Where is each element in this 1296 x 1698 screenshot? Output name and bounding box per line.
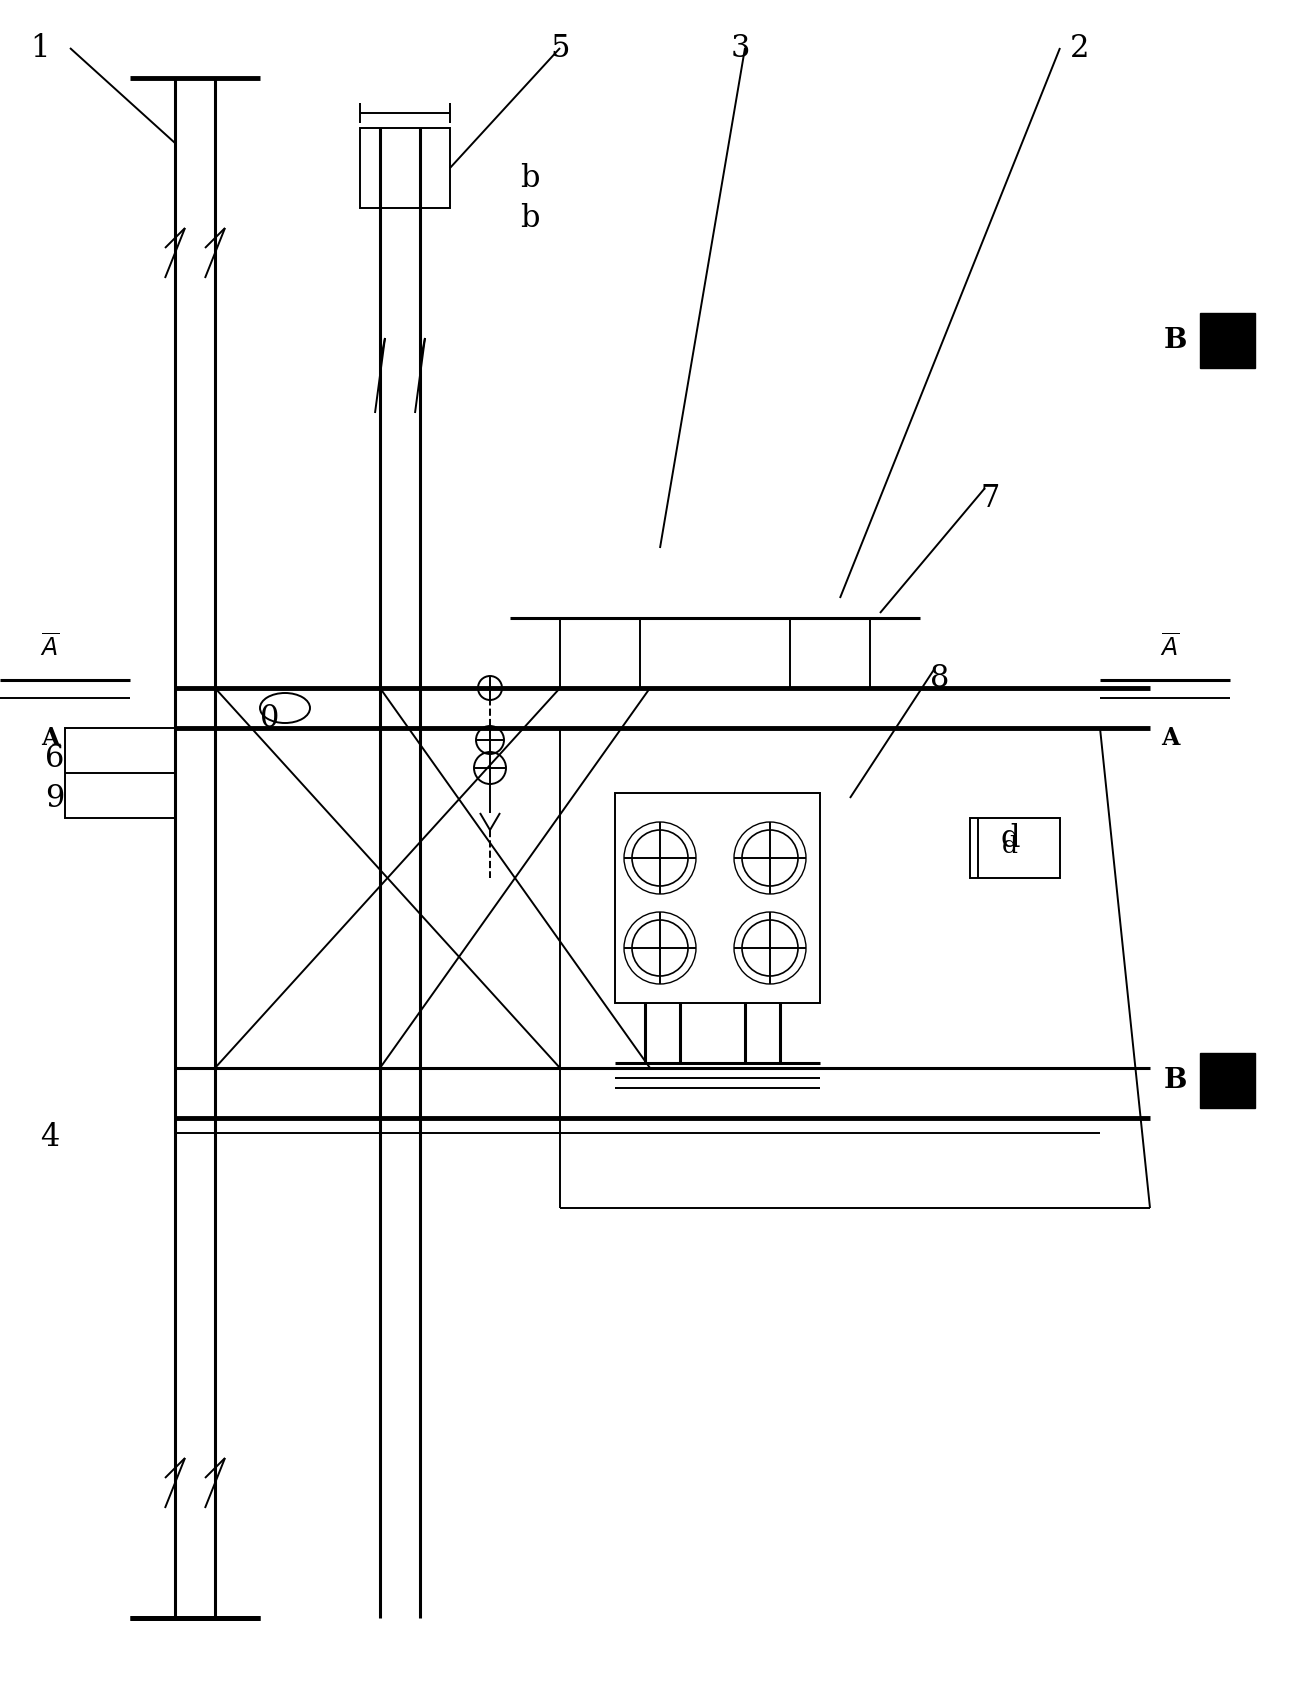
Text: B: B	[1164, 326, 1187, 353]
Text: 7: 7	[980, 482, 999, 513]
Text: 3: 3	[730, 32, 750, 63]
Text: B: B	[1164, 1066, 1187, 1094]
Text: $\overline{A}$: $\overline{A}$	[40, 635, 60, 662]
Text: 5: 5	[551, 32, 570, 63]
Bar	[360, 127, 450, 207]
Text: A: A	[1161, 727, 1179, 751]
Text: 2: 2	[1070, 32, 1090, 63]
Text: 9: 9	[45, 783, 65, 813]
Bar	[969, 818, 1060, 878]
Bar	[65, 728, 175, 818]
Text: b: b	[520, 163, 539, 194]
Text: $\overline{A}$: $\overline{A}$	[1160, 635, 1179, 662]
Text: d: d	[1002, 834, 1017, 857]
Text: A: A	[40, 727, 60, 751]
Text: 4: 4	[40, 1122, 60, 1153]
Text: d: d	[1001, 822, 1020, 854]
Bar	[616, 793, 820, 1004]
Text: 1: 1	[30, 32, 49, 63]
Text: b: b	[520, 202, 539, 234]
Bar	[1200, 1053, 1255, 1109]
Text: 6: 6	[45, 742, 65, 774]
Text: 0: 0	[260, 703, 280, 734]
Text: 8: 8	[931, 662, 950, 693]
Bar	[1200, 312, 1255, 368]
